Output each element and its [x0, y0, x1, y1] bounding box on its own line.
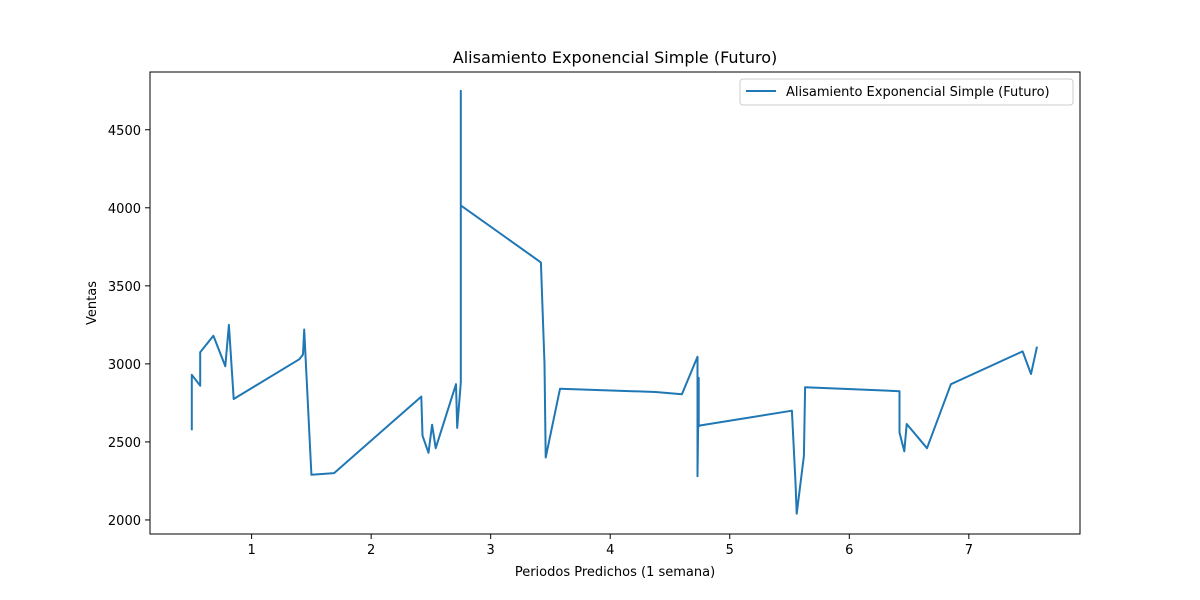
x-tick-label: 6 [845, 543, 853, 558]
y-tick-label: 4500 [108, 124, 141, 139]
x-tick-label: 1 [247, 543, 255, 558]
y-axis-label: Ventas [85, 281, 100, 325]
y-tick-label: 3500 [108, 280, 141, 295]
y-tick-label: 2000 [108, 514, 141, 529]
x-tick-label: 4 [606, 543, 614, 558]
series-layer [190, 89, 1038, 515]
x-tick-label: 2 [367, 543, 375, 558]
legend-label: Alisamiento Exponencial Simple (Futuro) [786, 85, 1050, 100]
y-tick-label: 4000 [108, 202, 141, 217]
chart-title: Alisamiento Exponencial Simple (Futuro) [453, 48, 777, 67]
legend: Alisamiento Exponencial Simple (Futuro) [739, 78, 1074, 106]
plot-area [149, 71, 1081, 535]
x-tick-label: 7 [965, 543, 973, 558]
legend-box [739, 78, 1074, 106]
x-tick-label: 3 [487, 543, 495, 558]
y-axis: 2000 2500 3000 3500 4000 4500 [108, 124, 150, 529]
series-line-0 [190, 89, 1038, 515]
y-tick-label: 3000 [108, 358, 141, 373]
x-axis: 1 2 3 4 5 6 7 [247, 534, 973, 558]
x-axis-label: Periodos Predichos (1 semana) [515, 565, 715, 580]
y-tick-label: 2500 [108, 436, 141, 451]
x-tick-label: 5 [726, 543, 734, 558]
